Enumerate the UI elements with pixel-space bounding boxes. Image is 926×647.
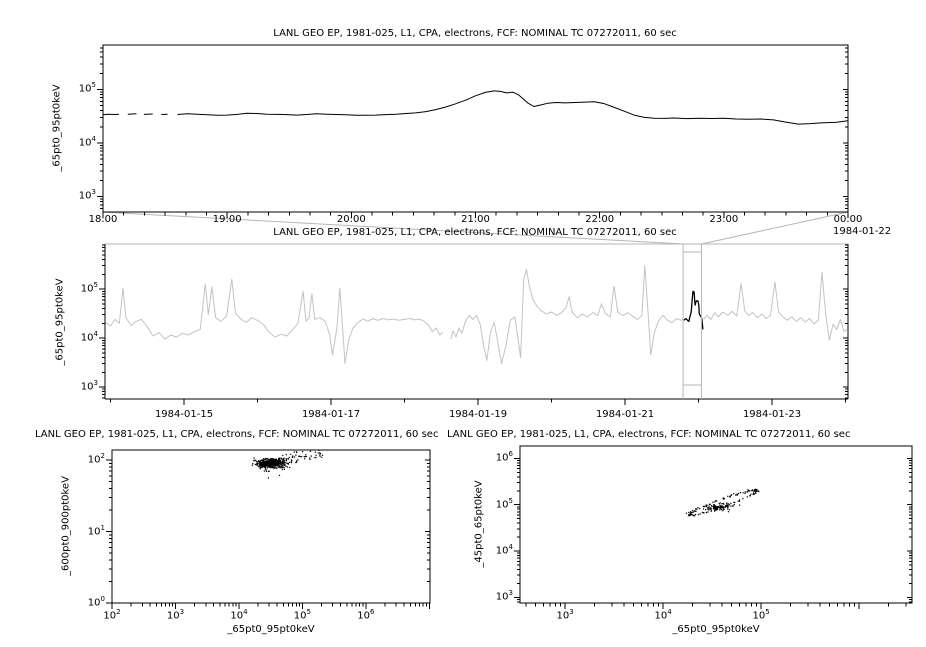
plot4-area[interactable]: [520, 446, 912, 603]
plot2-overview-data-line: [105, 265, 849, 365]
plot3-ylabel: _600pt0_900pt0keV: [60, 476, 72, 576]
tick-label: 1984-01-15: [154, 409, 214, 420]
tick-label: 21:00: [461, 214, 490, 225]
plot2-y-axis-ticks: [99, 244, 848, 399]
tick-label: 106: [495, 450, 513, 464]
plot1-y-axis-ticks: [97, 47, 848, 209]
plot3-area[interactable]: [112, 450, 430, 603]
tick-label: 102: [87, 452, 105, 466]
tick-label: 104: [80, 330, 98, 344]
tick-label: 105: [495, 496, 513, 511]
tick-label: 101: [87, 523, 105, 538]
tick-label: 102: [103, 608, 121, 622]
tick-label: 23:00: [709, 214, 739, 225]
plot4-frame: [519, 445, 913, 604]
tick-label: 106: [357, 608, 375, 622]
plot4-ylabel: _45pt0_65pt0keV: [473, 480, 485, 568]
plot4-y-axis-ticks: [514, 457, 912, 603]
plot2-highlighted-interval-line: [683, 290, 704, 330]
tick-label: 19:00: [212, 214, 242, 225]
plot1-data-line: [102, 90, 849, 125]
tick-label: 105: [80, 281, 98, 295]
tick-label: 18:00: [88, 214, 118, 225]
tick-label: 100: [87, 595, 105, 609]
tick-label: 104: [495, 543, 513, 557]
tick-label: 1984-01-19: [448, 409, 508, 420]
plot4-scatter-points: [685, 488, 760, 517]
plot3-x-axis-ticks: [111, 603, 430, 609]
plot2-area[interactable]: [105, 244, 848, 399]
plot1-title: LANL GEO EP, 1981-025, L1, CPA, electron…: [273, 28, 677, 39]
tick-label: 104: [230, 608, 248, 622]
tick-label: 103: [166, 608, 185, 622]
tick-label: 1984-01-23: [742, 409, 802, 420]
plot1-frame: [102, 44, 849, 213]
context-overview-box[interactable]: [682, 244, 702, 399]
tick-label: 104: [78, 135, 96, 149]
tick-label: 103: [78, 188, 96, 203]
plot4-title: LANL GEO EP, 1981-025, L1, CPA, electron…: [447, 429, 851, 440]
tick-label: 1984-01-17: [301, 409, 361, 420]
tick-label: 105: [752, 608, 770, 622]
tick-label: 1984-01-21: [595, 409, 655, 420]
tick-label: 103: [495, 589, 513, 603]
tick-label: 103: [80, 379, 98, 393]
context-connector-lines: [102, 211, 849, 245]
plot3-xlabel: _65pt0_95pt0keV: [227, 624, 315, 635]
plot3-scatter-points: [251, 449, 324, 479]
plot1-x-axis-ticks: [102, 212, 849, 218]
tick-label: 22:00: [585, 214, 615, 225]
plot3-frame: [111, 449, 431, 604]
plot4-xlabel: _65pt0_95pt0keV: [672, 624, 760, 635]
plot1-area[interactable]: [103, 45, 848, 212]
plot2-title: LANL GEO EP, 1981-025, L1, CPA, electron…: [273, 227, 677, 238]
tick-label: 00:00: [833, 214, 863, 225]
plot1-ylabel: _65pt0_95pt0keV: [51, 84, 63, 172]
plot3-title: LANL GEO EP, 1981-025, L1, CPA, electron…: [35, 429, 439, 440]
tick-label: 105: [78, 81, 96, 95]
plot3-y-axis-ticks: [106, 459, 430, 604]
plot1-next-day-label: 1984-01-22: [833, 226, 892, 237]
plot2-ylabel: _65pt0_95pt0keV: [54, 278, 66, 366]
tick-label: 104: [654, 608, 672, 622]
plot2-frame: [104, 243, 849, 400]
tick-label: 20:00: [336, 214, 366, 225]
plot4-x-axis-ticks: [525, 603, 907, 609]
plot2-x-axis-ticks: [110, 399, 847, 405]
tick-label: 105: [293, 608, 312, 622]
tick-label: 103: [556, 608, 574, 622]
